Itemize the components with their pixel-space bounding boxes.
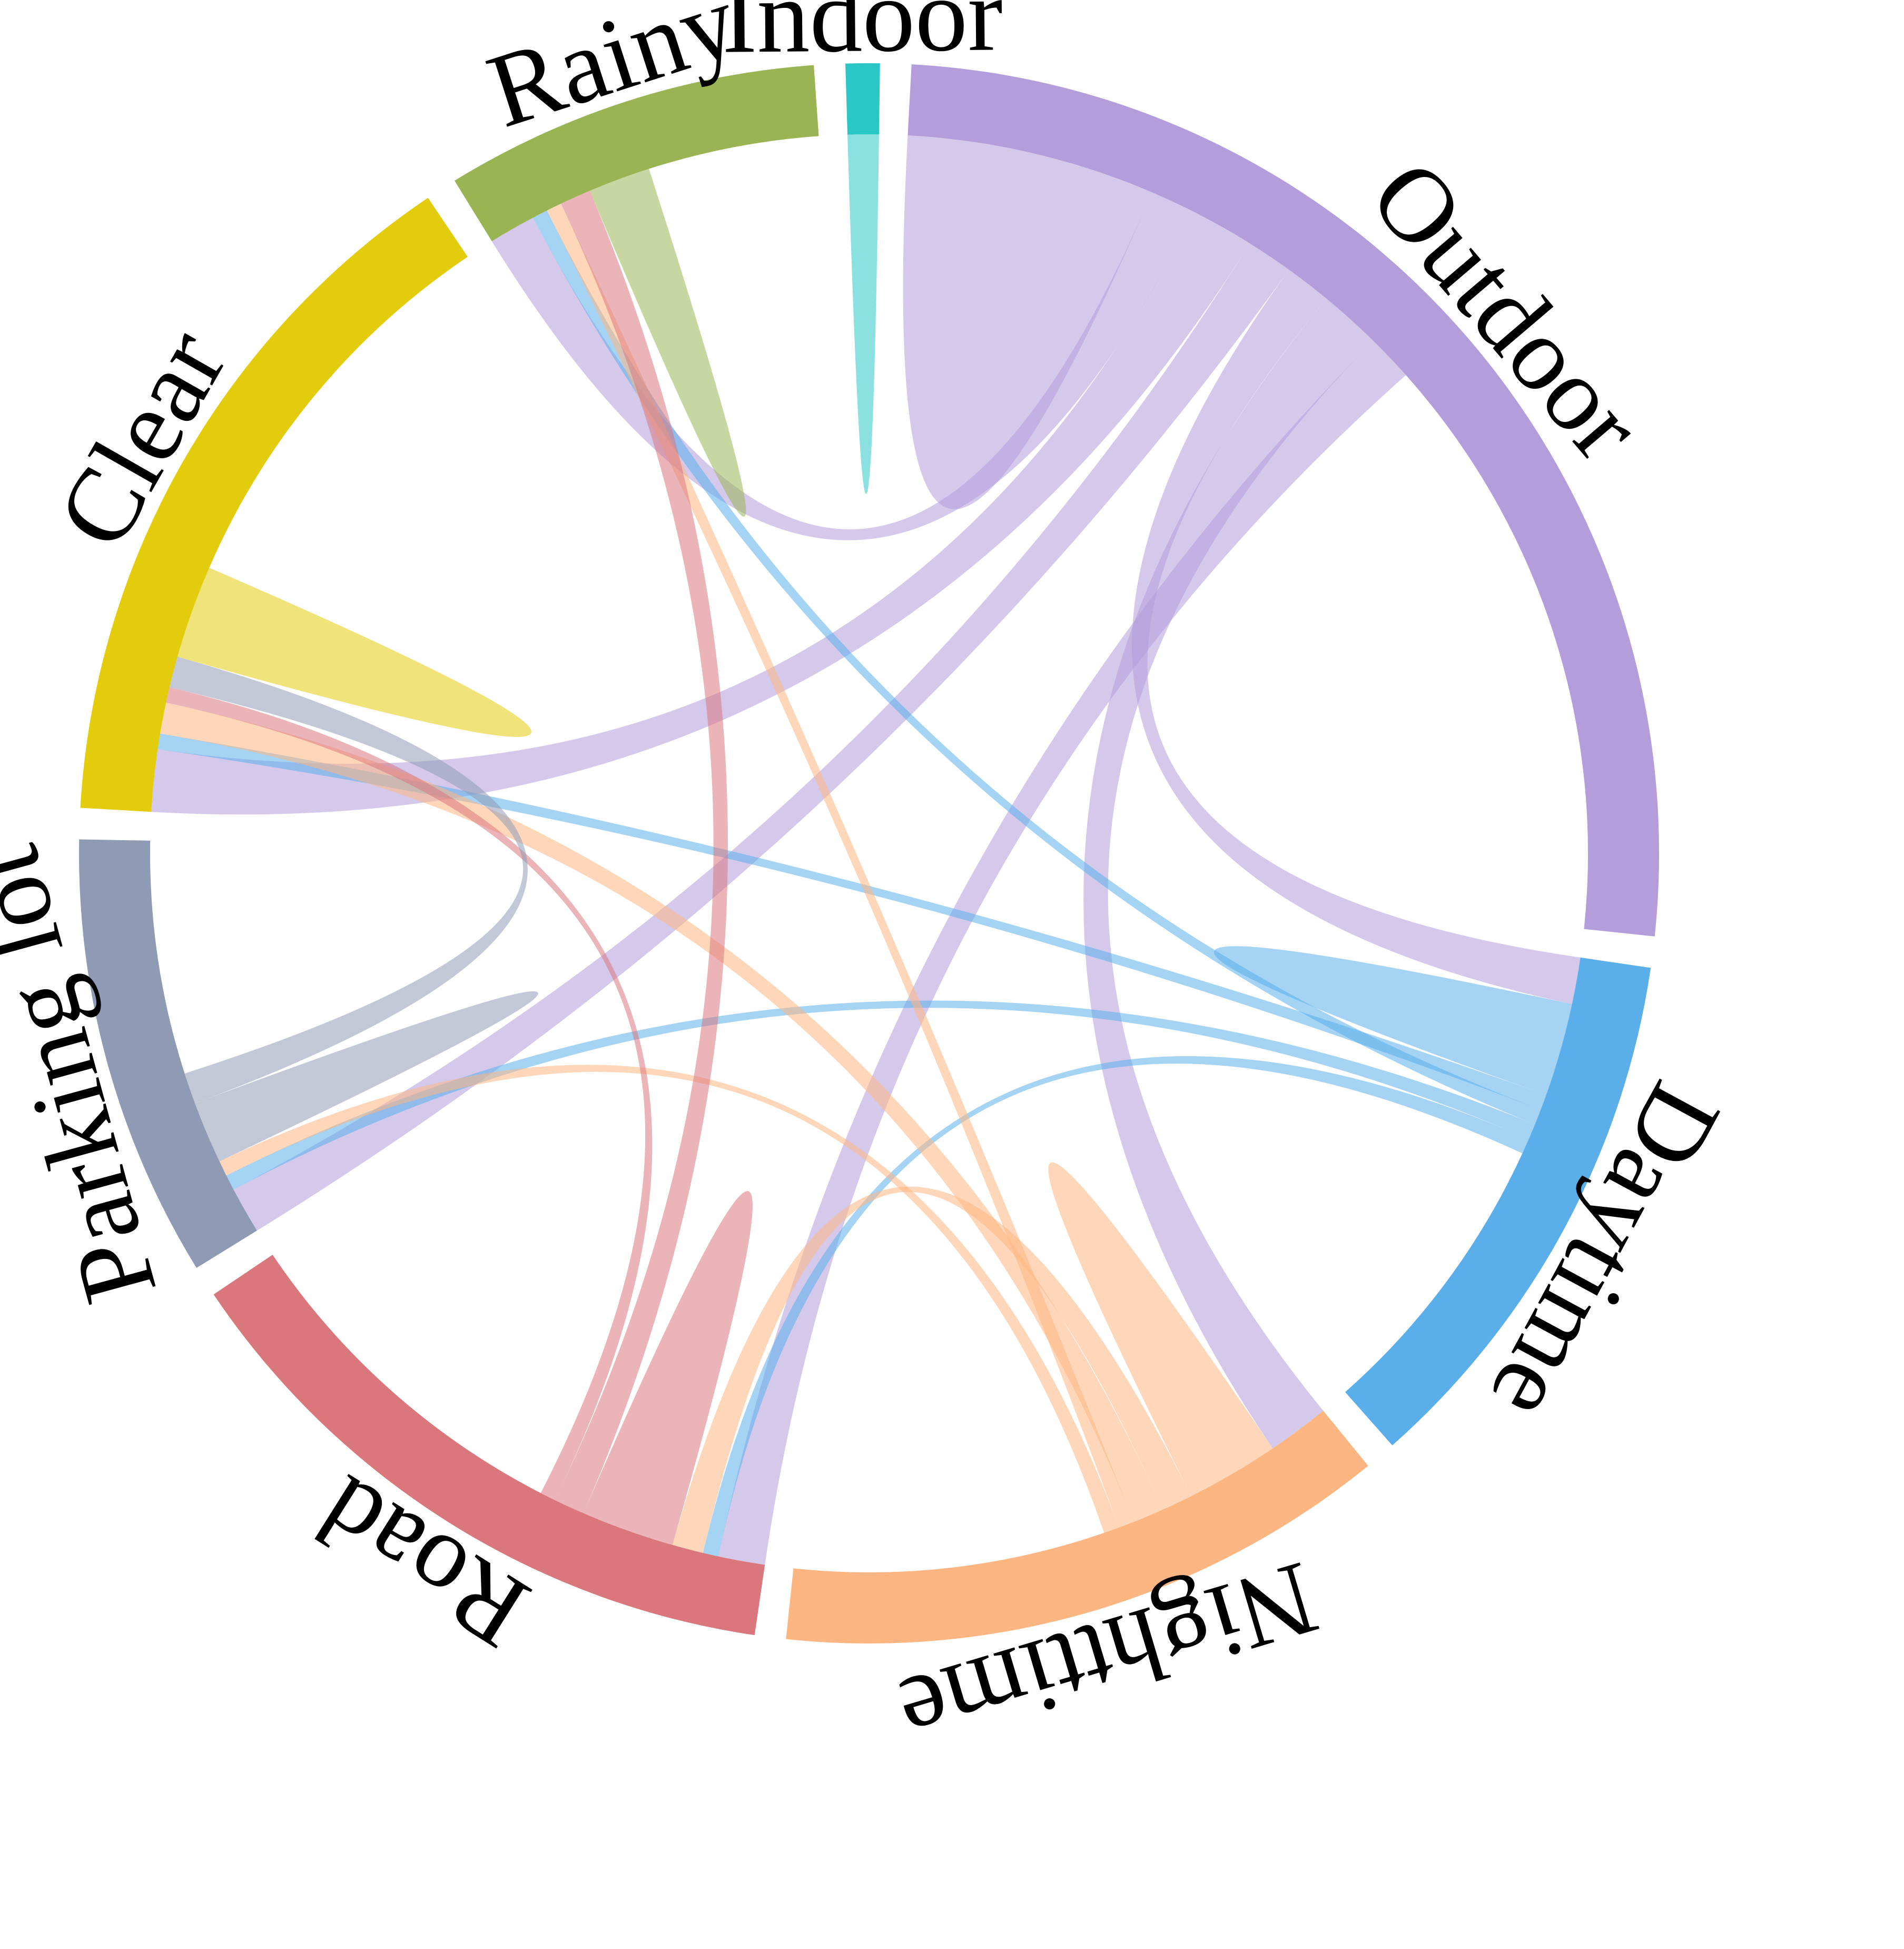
ribbon-outdoor-to-clear xyxy=(151,212,1250,815)
ribbon-indoor-to-indoor xyxy=(847,134,879,494)
ribbon-outdoor-to-nighttime xyxy=(1083,298,1374,1449)
chord-ribbons xyxy=(151,134,1581,1565)
arc-clear xyxy=(80,198,468,812)
ribbon-road-to-road xyxy=(583,1191,753,1545)
ribbon-parking-lot-to-parking-lot xyxy=(195,991,538,1161)
ribbon-road-to-rainy xyxy=(555,191,728,1513)
arc-nighttime xyxy=(786,1411,1368,1643)
arc-outdoor xyxy=(907,64,1659,937)
ribbon-clear-to-clear xyxy=(177,567,531,737)
ribbon-rainy-to-rainy xyxy=(589,169,746,517)
arc-daytime xyxy=(1345,957,1651,1445)
arc-parking-lot xyxy=(78,839,257,1268)
label-indoor: Indoor xyxy=(722,0,1003,75)
chord-arcs xyxy=(78,63,1659,1643)
arc-road xyxy=(213,1255,765,1636)
ribbon-daytime-to-daytime xyxy=(1214,946,1572,1095)
ribbon-outdoor-to-outdoor xyxy=(903,135,1152,509)
ribbon-parking-lot-to-clear xyxy=(169,656,528,1104)
ribbon-nighttime-to-parking-lot xyxy=(219,1065,1119,1533)
arc-rainy xyxy=(455,65,819,241)
ribbon-nighttime-to-nighttime xyxy=(1048,1162,1273,1497)
arc-indoor xyxy=(845,63,880,135)
ribbon-nighttime-to-rainy xyxy=(547,203,1134,1528)
